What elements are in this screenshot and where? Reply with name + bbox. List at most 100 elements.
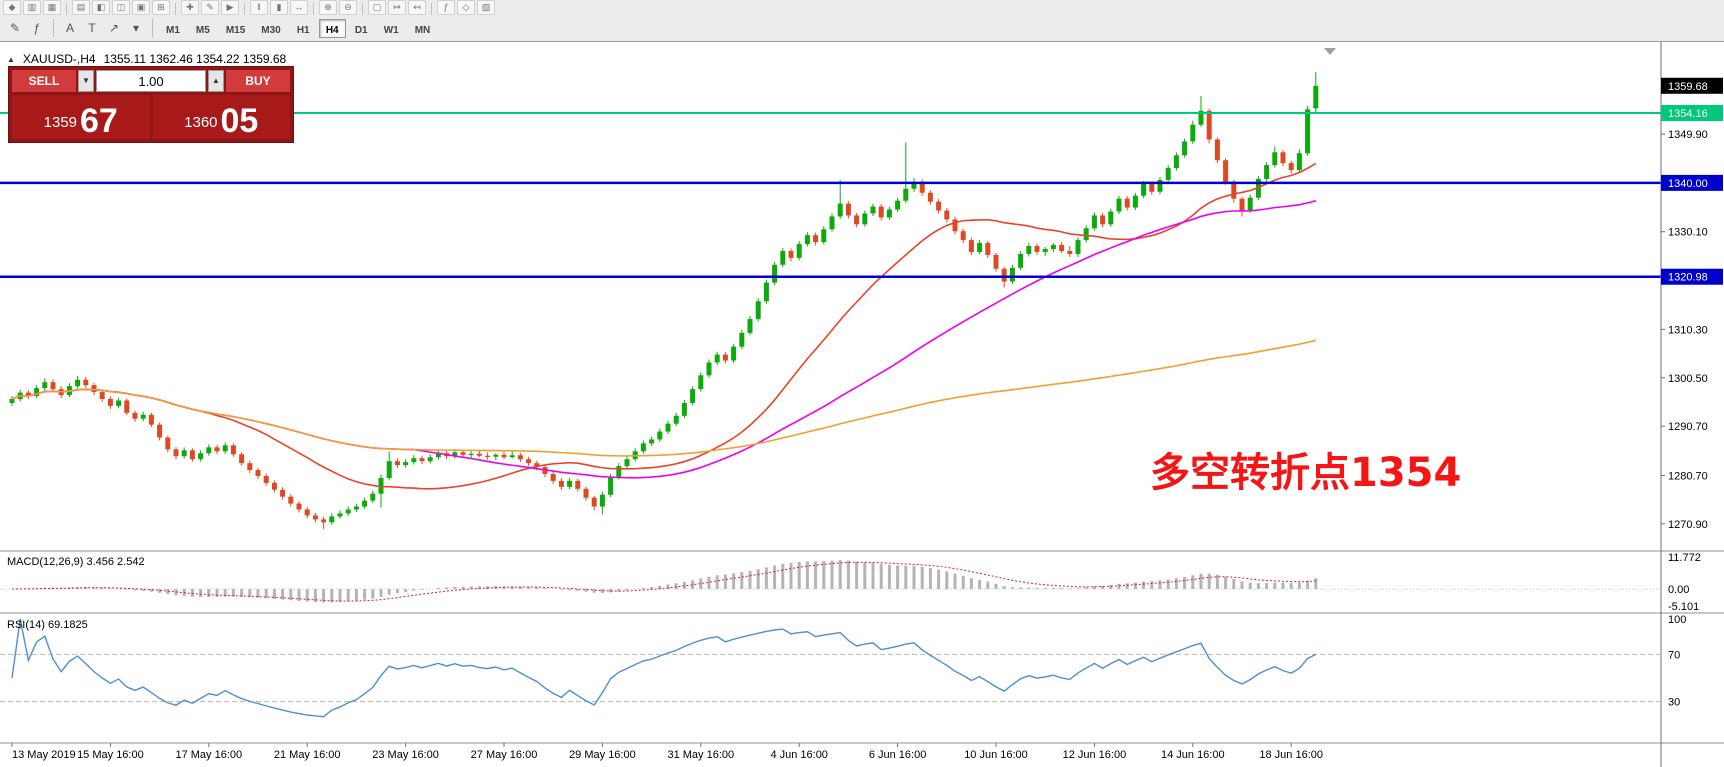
timeframe-h4[interactable]: H4 bbox=[318, 18, 346, 38]
periods-icon[interactable]: ◇ bbox=[457, 0, 475, 15]
svg-text:18 Jun 16:00: 18 Jun 16:00 bbox=[1259, 749, 1323, 761]
candlestick-chart-icon[interactable]: ▮ bbox=[270, 0, 288, 15]
svg-text:17 May 16:00: 17 May 16:00 bbox=[175, 749, 242, 761]
text-label-tool-icon[interactable]: A bbox=[65, 21, 74, 35]
tile-windows-icon[interactable]: ▢ bbox=[368, 0, 386, 15]
svg-text:1320.98: 1320.98 bbox=[1668, 272, 1708, 284]
ask-price-small: 1360 bbox=[184, 114, 218, 131]
volume-input[interactable] bbox=[96, 70, 206, 92]
indicators-icon[interactable]: ƒ bbox=[437, 0, 455, 15]
svg-text:100: 100 bbox=[1668, 614, 1686, 626]
svg-text:10 Jun 16:00: 10 Jun 16:00 bbox=[964, 749, 1028, 761]
volume-up-icon[interactable]: ▲ bbox=[208, 70, 224, 92]
chart-window: 1359.68 1354.16 1349.90 1340.00 1330.10 1320.… bbox=[0, 41, 1724, 767]
toolbar-separator bbox=[152, 19, 153, 37]
chart-shift-icon[interactable]: ↤ bbox=[408, 0, 426, 15]
indicator-list-icon[interactable]: ƒ bbox=[33, 21, 41, 35]
svg-text:1349.90: 1349.90 bbox=[1668, 129, 1708, 141]
line-chart-icon[interactable]: ↔ bbox=[290, 0, 308, 15]
toolbar-separator bbox=[244, 3, 245, 15]
toolbar-separator bbox=[53, 19, 54, 37]
chart-profiles-icon[interactable]: ▦ bbox=[43, 0, 61, 15]
svg-text:-5.101: -5.101 bbox=[1668, 601, 1699, 613]
drawing-tools-dropdown-icon[interactable]: ▾ bbox=[132, 21, 140, 35]
svg-text:23 May 16:00: 23 May 16:00 bbox=[372, 749, 439, 761]
price-axis: 1359.68 1354.16 1349.90 1340.00 1330.10 1320.… bbox=[1661, 77, 1723, 709]
time-axis: 13 May 2019 15 May 16:00 17 May 16:00 21 Ma… bbox=[11, 743, 1323, 761]
charts-toolbar: ✎ ƒ A T ↗ ▾ M1 M5 M15 M30 H1 H4 D1 W1 MN bbox=[0, 15, 1724, 42]
bid-price-button[interactable]: 1359 67 bbox=[12, 95, 150, 139]
terminal-icon[interactable]: ▣ bbox=[132, 0, 150, 15]
svg-text:14 Jun 16:00: 14 Jun 16:00 bbox=[1161, 749, 1225, 761]
text-tool-icon[interactable]: T bbox=[88, 21, 96, 35]
new-order-icon[interactable]: ✚ bbox=[181, 0, 199, 15]
zoom-in-icon[interactable]: ⊕ bbox=[319, 0, 337, 15]
ma-150-line bbox=[11, 339, 1316, 457]
rsi-line bbox=[11, 618, 1317, 718]
timeframe-m1[interactable]: M1 bbox=[159, 19, 187, 38]
ask-price-big: 05 bbox=[220, 101, 259, 140]
svg-text:1300.50: 1300.50 bbox=[1668, 373, 1708, 385]
strategy-tester-icon[interactable]: ⊞ bbox=[152, 0, 170, 15]
toolbar-separator bbox=[431, 3, 432, 15]
svg-text:27 May 16:00: 27 May 16:00 bbox=[471, 749, 538, 761]
ma-50-line bbox=[11, 200, 1316, 479]
chart-annotation: 多空转折点1354 bbox=[1150, 450, 1462, 496]
templates-icon[interactable]: ▧ bbox=[477, 0, 495, 15]
timeframe-bar: M1 M5 M15 M30 H1 H4 D1 W1 MN bbox=[158, 18, 438, 38]
chart-shift-marker[interactable] bbox=[1324, 48, 1336, 55]
drawing-tools-icon[interactable]: ↗ bbox=[108, 21, 120, 35]
chart-surface[interactable]: 1359.68 1354.16 1349.90 1340.00 1330.10 1320.… bbox=[0, 42, 1724, 767]
svg-text:12 Jun 16:00: 12 Jun 16:00 bbox=[1063, 749, 1127, 761]
buy-button[interactable]: BUY bbox=[226, 70, 290, 92]
macd-indicator-label: MACD(12,26,9) 3.456 2.542 bbox=[7, 556, 145, 568]
svg-text:70: 70 bbox=[1668, 649, 1680, 661]
timeframe-w1[interactable]: W1 bbox=[377, 19, 406, 38]
svg-text:1330.10: 1330.10 bbox=[1668, 227, 1708, 239]
timeframe-h1[interactable]: H1 bbox=[290, 19, 317, 38]
data-window-icon[interactable]: ◧ bbox=[92, 0, 110, 15]
timeframe-m5[interactable]: M5 bbox=[189, 19, 217, 38]
autotrading-icon[interactable]: ▶ bbox=[221, 0, 239, 15]
toolbar-separator bbox=[362, 3, 363, 15]
trade-panel-prices: 1359 67 1360 05 bbox=[12, 95, 290, 139]
svg-text:29 May 16:00: 29 May 16:00 bbox=[569, 749, 636, 761]
ma-24-line bbox=[11, 162, 1317, 490]
svg-text:21 May 16:00: 21 May 16:00 bbox=[274, 749, 341, 761]
timeframe-d1[interactable]: D1 bbox=[348, 19, 375, 38]
svg-text:1270.90: 1270.90 bbox=[1668, 519, 1708, 531]
timeframe-m30[interactable]: M30 bbox=[254, 19, 287, 38]
metaeditor-icon[interactable]: ✎ bbox=[201, 0, 219, 15]
symbol-label: XAUUSD-,H4 bbox=[22, 52, 96, 66]
bid-price-small: 1359 bbox=[43, 114, 78, 131]
timeframe-m15[interactable]: M15 bbox=[219, 19, 252, 38]
macd-histogram bbox=[18, 560, 1318, 603]
svg-text:1310.30: 1310.30 bbox=[1668, 324, 1708, 336]
market-watch-icon[interactable]: ▤ bbox=[72, 0, 90, 15]
timeframe-mn[interactable]: MN bbox=[408, 19, 438, 38]
ask-price-button[interactable]: 1360 05 bbox=[152, 95, 290, 140]
rsi-indicator-label: RSI(14) 69.1825 bbox=[7, 619, 88, 631]
expert-advisors-icon[interactable]: ✎ bbox=[9, 21, 21, 35]
bid-price-big: 67 bbox=[80, 101, 118, 140]
bar-chart-icon[interactable]: ‖ bbox=[250, 0, 268, 15]
navigator-icon[interactable]: ◫ bbox=[112, 0, 130, 15]
svg-text:1290.70: 1290.70 bbox=[1668, 421, 1708, 433]
svg-text:1359.68: 1359.68 bbox=[1668, 81, 1708, 93]
new-chart-icon[interactable]: ▥ bbox=[23, 0, 41, 15]
zoom-out-icon[interactable]: ⊖ bbox=[339, 0, 357, 15]
svg-text:4 Jun 16:00: 4 Jun 16:00 bbox=[770, 749, 828, 761]
svg-text:0.00: 0.00 bbox=[1668, 584, 1689, 596]
collapse-panel-icon[interactable]: ▲ bbox=[7, 54, 15, 64]
metaquotes-logo-icon[interactable]: ◆ bbox=[3, 0, 21, 15]
auto-scroll-icon[interactable]: ↦ bbox=[388, 0, 406, 15]
svg-text:1340.00: 1340.00 bbox=[1668, 178, 1708, 190]
toolbar-separator bbox=[313, 3, 314, 15]
sell-button[interactable]: SELL bbox=[12, 70, 76, 92]
one-click-trading-panel: SELL ▼ ▲ BUY 1359 67 1360 05 bbox=[8, 66, 294, 143]
svg-text:1280.70: 1280.70 bbox=[1668, 470, 1708, 482]
sell-dropdown-icon[interactable]: ▼ bbox=[78, 70, 94, 92]
svg-text:30: 30 bbox=[1668, 697, 1680, 709]
svg-text:31 May 16:00: 31 May 16:00 bbox=[667, 749, 734, 761]
